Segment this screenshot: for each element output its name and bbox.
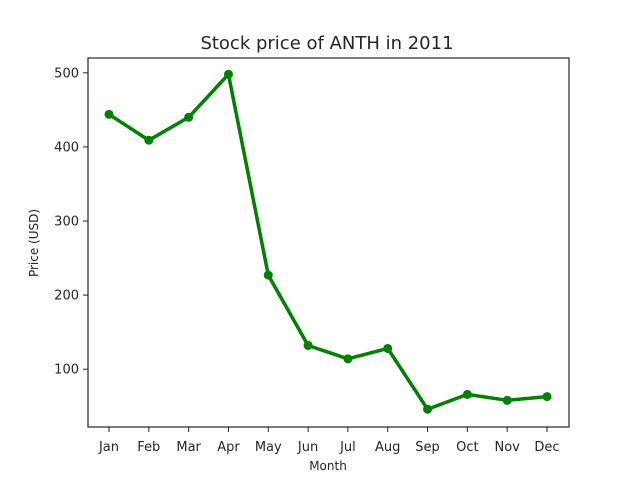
x-axis-ticks: Jan Feb Mar Apr May Jun Jul Aug Sep Oct Nov Dec <box>98 427 560 455</box>
data-point <box>383 343 393 353</box>
data-point <box>144 135 154 145</box>
x-tick-label: Nov <box>494 440 520 455</box>
series-line <box>107 72 549 411</box>
y-axis-ticks: 100 200 300 400 500 <box>54 66 88 378</box>
x-axis-label: Month <box>309 459 347 473</box>
y-tick-label: 300 <box>54 215 79 230</box>
data-point <box>502 395 512 405</box>
data-point <box>223 69 233 79</box>
x-tick-label: Sep <box>415 440 440 455</box>
data-point <box>462 389 472 399</box>
data-point <box>303 340 313 350</box>
data-point <box>104 109 114 119</box>
data-point <box>423 404 433 414</box>
x-tick-label: Feb <box>137 440 160 455</box>
plot-area-frame <box>87 57 570 428</box>
x-tick-label: Mar <box>176 440 201 455</box>
data-point <box>542 392 552 402</box>
x-tick-label: Aug <box>375 440 400 455</box>
data-point <box>184 112 194 122</box>
series-layer <box>104 69 552 414</box>
data-point <box>263 270 273 280</box>
x-tick-label: Apr <box>217 440 240 455</box>
x-tick-label: May <box>255 440 282 455</box>
x-tick-label: Oct <box>456 440 478 455</box>
y-axis-label: Price (USD) <box>27 209 41 277</box>
x-tick-label: Jan <box>98 440 119 455</box>
y-tick-label: 200 <box>54 289 79 304</box>
y-tick-label: 100 <box>54 363 79 378</box>
x-tick-label: Jun <box>297 440 318 455</box>
y-tick-label: 400 <box>54 140 79 155</box>
x-tick-label: Jul <box>339 440 356 455</box>
y-tick-label: 500 <box>54 66 79 81</box>
data-point <box>343 354 353 364</box>
x-tick-label: Dec <box>534 440 559 455</box>
chart-title: Stock price of ANTH in 2011 <box>200 33 453 54</box>
